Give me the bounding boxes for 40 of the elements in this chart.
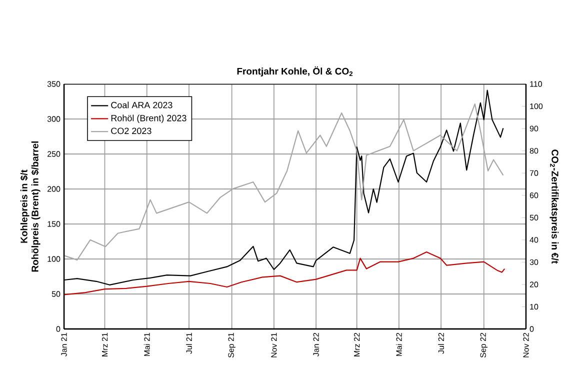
y2-tick-label: 70: [530, 170, 538, 176]
x-tick-label: Jul 21: [186, 332, 192, 354]
y-tick-label: 250: [48, 151, 60, 157]
y2-tick-label: 90: [530, 126, 538, 132]
y-tick-label: 0: [56, 326, 60, 332]
y2-axis-title: CO$_{2}$-Zertifikatspreis in €/t: [550, 150, 559, 264]
y2-tick-label: 40: [530, 237, 538, 243]
y2-tick-label: 60: [530, 192, 538, 198]
y-tick-label: 150: [48, 221, 60, 227]
y2-tick-label: 10: [530, 304, 538, 310]
text: Rohölpreis (Brent) in $/barrel: [31, 141, 40, 272]
y2-tick-label: 20: [530, 282, 538, 288]
y-tick-label: 300: [47, 116, 60, 122]
y-tick-label: 100: [48, 256, 60, 262]
y2-tick-label: 100: [530, 103, 543, 110]
legend-label: CO2 2023: [111, 128, 152, 134]
y2-tick-label: 30: [530, 259, 538, 266]
text: Kohlepreis in $/t: [20, 170, 30, 243]
x-tick-label: Jan 22: [313, 332, 319, 356]
x-tick-label: Mai 21: [144, 332, 150, 356]
y-tick-label: 50: [52, 291, 60, 297]
x-tick-label: Mrz 22: [354, 332, 360, 356]
x-tick-label: Sep 21: [228, 332, 236, 358]
x-tick-label: Nov 21: [271, 332, 277, 358]
line-series: [64, 251, 506, 296]
x-tick-label: Mai 22: [396, 332, 402, 356]
x-tick-label: Jan 21: [61, 332, 67, 356]
y-tick-label: 200: [48, 186, 60, 192]
chart-title: Frontjahr Kohle, Öl & CO$_{2}$: [237, 66, 353, 76]
x-tick-label: Nov 22: [523, 332, 529, 358]
y-tick-label: 350: [47, 81, 60, 87]
y2-tick-label: 50: [530, 214, 538, 220]
y2-tick-label: 0: [530, 326, 534, 332]
y2-tick-label: 80: [530, 148, 538, 154]
y2-tick-label: 110: [530, 81, 542, 87]
x-tick-label: Sep 22: [480, 332, 488, 358]
x-tick-label: Jul 22: [438, 332, 444, 354]
legend-label: Coal ARA 2023: [111, 102, 172, 108]
x-tick-label: Mrz 21: [102, 332, 108, 356]
legend-label: Rohöl (Brent) 2023: [111, 114, 186, 124]
